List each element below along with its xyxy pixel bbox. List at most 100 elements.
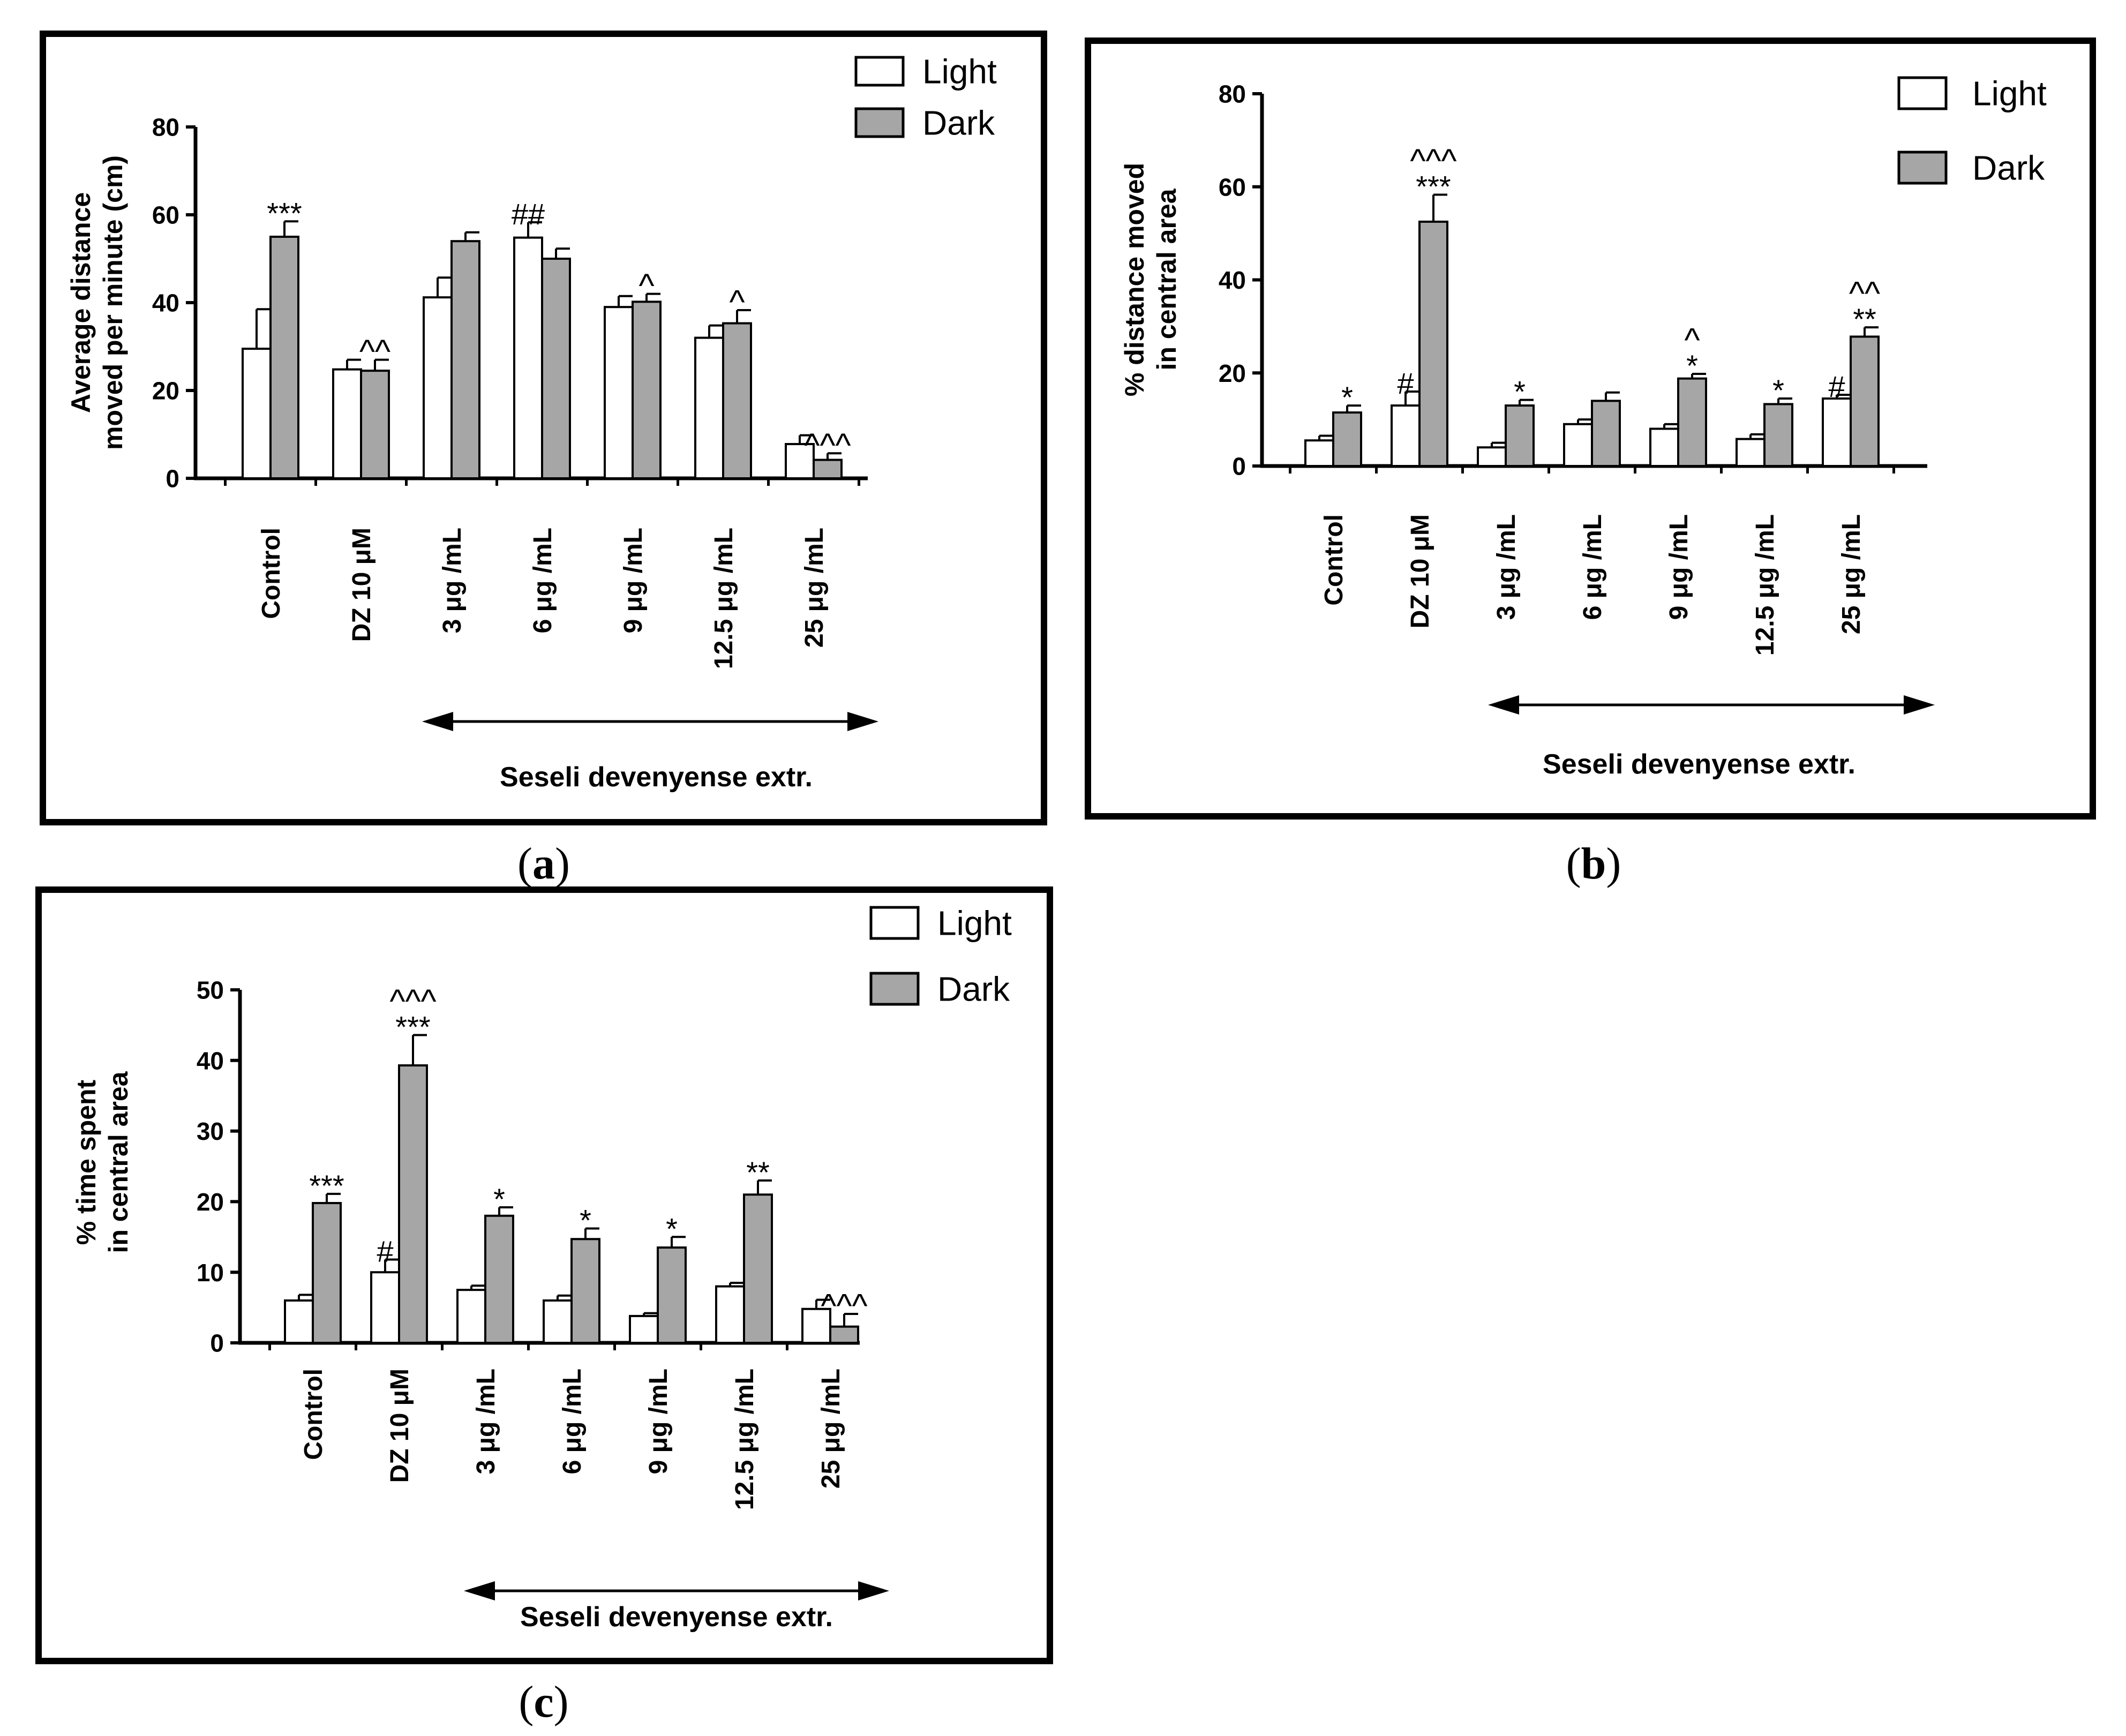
bar-light [456, 1289, 486, 1344]
significance-label: * [1341, 380, 1353, 414]
category-label: 6 μg /mL [1579, 514, 1607, 620]
bar-dark [722, 322, 752, 479]
category-label: DZ 10 μM [1406, 514, 1434, 628]
legend-label-light: Light [937, 904, 1012, 942]
category-label: DZ 10 μM [348, 528, 376, 642]
legend-swatch-dark [854, 107, 905, 138]
y-tick-label: 20 [152, 377, 179, 405]
y-tick-label: 40 [152, 289, 179, 317]
significance-label: * [493, 1182, 505, 1216]
bar-dark [1418, 220, 1448, 467]
significance-label: ^^^ [389, 983, 436, 1020]
significance-label: # [1397, 366, 1414, 400]
legend-label-dark: Dark [922, 103, 995, 142]
y-tick-label: 40 [1219, 266, 1246, 294]
category-label: 25 μg /mL [800, 528, 829, 648]
bar-dark [829, 1325, 859, 1344]
bar-light [543, 1299, 573, 1344]
panel-a: 0 20 40 60 80 Average distance moved per minut… [40, 31, 1047, 889]
y-tick-label: 80 [1219, 80, 1246, 108]
bar-light [604, 306, 634, 479]
y-tick-label: 40 [197, 1047, 224, 1074]
category-label: 3 μg /mL [472, 1369, 500, 1474]
category-label: 6 μg /mL [529, 528, 557, 633]
significance-label: * [1686, 349, 1698, 382]
significance-label: *** [1416, 170, 1451, 204]
bar-dark [632, 300, 662, 479]
panel-a-border [40, 31, 1047, 825]
legend-swatch-light [869, 906, 920, 940]
panel-b-plot: 0 20 40 60 80 % distance moved in central area… [1120, 74, 2047, 780]
bar-light [694, 336, 724, 479]
panel-c-border [35, 886, 1053, 1664]
y-axis-label: moved per minute (cm) [98, 155, 128, 450]
panel-c-caption: (c) [519, 1677, 568, 1727]
bar-light [1649, 427, 1679, 467]
panel-b-caption: (b) [1566, 839, 1621, 889]
bar-dark [1763, 403, 1793, 467]
y-tick-label: 0 [1232, 453, 1246, 480]
bar-light [242, 348, 272, 479]
panel-b-caption-letter: b [1581, 839, 1606, 889]
group-label: Seseli devenyense extr. [500, 762, 813, 793]
significance-label: ^ [729, 284, 745, 321]
bar-dark [360, 370, 390, 479]
bar-light [1304, 439, 1334, 467]
category-label: 12.5 μg /mL [731, 1369, 759, 1510]
legend: Light Dark [854, 52, 997, 142]
bar-light [1563, 423, 1593, 467]
category-label: 9 μg /mL [619, 528, 648, 633]
category-label: 25 μg /mL [1837, 514, 1866, 634]
category-label: 25 μg /mL [817, 1369, 845, 1489]
bar-dark [312, 1202, 342, 1344]
group-label: Seseli devenyense extr. [1543, 749, 1855, 780]
bar-dark [1677, 377, 1707, 467]
significance-label: ^^^ [1410, 143, 1456, 180]
arrow-head-left [1488, 695, 1519, 715]
category-label: 9 μg /mL [1665, 514, 1693, 620]
significance-label: *** [395, 1010, 430, 1043]
bar-light [1822, 397, 1852, 467]
significance-label: *** [309, 1169, 344, 1203]
y-tick-label: 50 [197, 976, 224, 1004]
significance-label: # [1828, 370, 1845, 403]
bar-dark [269, 236, 299, 479]
panel-a-plot: 0 20 40 60 80 Average distance moved per minut… [66, 52, 997, 793]
bar-light [785, 443, 815, 479]
category-label: 12.5 μg /mL [710, 528, 738, 669]
y-tick-label: 0 [210, 1329, 224, 1357]
y-tick-label: 20 [197, 1188, 224, 1216]
y-tick-label: 80 [152, 114, 179, 141]
y-axis-label: Average distance [66, 192, 96, 413]
bar-dark [1505, 404, 1535, 467]
legend-swatch-dark [1897, 151, 1948, 185]
significance-label: ^ [1684, 322, 1700, 359]
legend-label-dark: Dark [1972, 148, 2045, 187]
arrow-head-left [464, 1581, 495, 1600]
legend: Light Dark [1897, 74, 2047, 187]
bar-light [715, 1285, 745, 1344]
significance-label: * [1772, 373, 1784, 407]
bar-dark [1332, 411, 1362, 467]
bar-dark [1591, 400, 1621, 467]
y-axis-label: in central area [1152, 188, 1182, 370]
category-label: 12.5 μg /mL [1751, 514, 1779, 656]
category-label: 9 μg /mL [644, 1369, 673, 1474]
category-label: 6 μg /mL [558, 1369, 587, 1474]
bar-light [423, 296, 453, 479]
y-axis-label: % distance moved [1120, 163, 1150, 396]
significance-label: * [666, 1212, 678, 1245]
y-tick-label: 0 [166, 465, 179, 493]
panel-b: 0 20 40 60 80 % distance moved in central area… [1085, 37, 2096, 889]
y-tick-label: 10 [197, 1259, 224, 1287]
significance-label: ** [746, 1155, 770, 1189]
significance-label: ** [1853, 302, 1876, 336]
bar-light [332, 368, 362, 480]
bar-light [284, 1299, 314, 1344]
bar-light [513, 236, 543, 479]
significance-label: * [580, 1203, 591, 1237]
category-label: DZ 10 μM [386, 1369, 414, 1483]
bar-dark [398, 1064, 428, 1344]
category-label: 3 μg /mL [438, 528, 467, 633]
